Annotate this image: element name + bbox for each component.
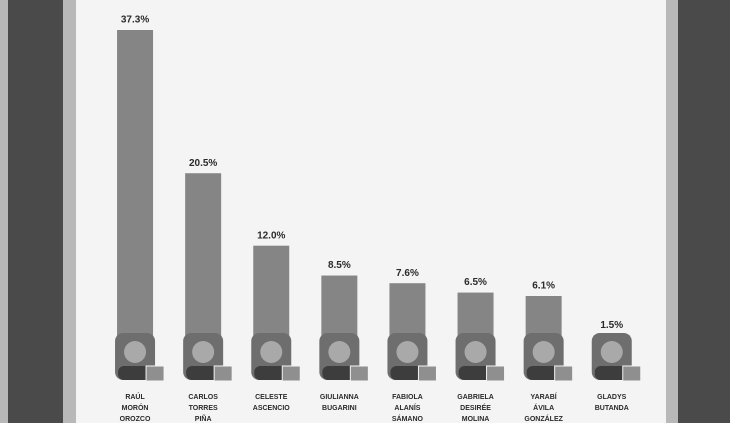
bar xyxy=(253,245,290,348)
candidate-name: SÁMANO xyxy=(392,414,424,423)
candidate-name: MOLINA xyxy=(462,416,490,423)
candidate-name: FABIOLA xyxy=(392,394,423,401)
photo-face xyxy=(260,341,283,363)
candidate-name: ASCENCIO xyxy=(253,405,291,412)
party-badge xyxy=(349,365,369,382)
candidate-name: ÁVILA xyxy=(533,403,554,412)
candidate-name: GLADYS xyxy=(597,394,627,401)
value-label: 8.5% xyxy=(328,260,351,271)
value-label: 12.0% xyxy=(257,230,285,241)
photo-face xyxy=(192,341,215,363)
candidate-name: YARABÍ xyxy=(531,392,558,401)
value-label: 20.5% xyxy=(189,158,217,169)
bar xyxy=(185,173,222,348)
photo-shoulders xyxy=(118,366,153,380)
candidate-name: ALANÍS xyxy=(394,403,420,412)
value-label: 37.3% xyxy=(121,15,149,26)
photo-shoulders xyxy=(526,366,561,380)
photo-shoulders xyxy=(322,366,357,380)
candidate-name: GABRIELA xyxy=(457,394,494,401)
party-badge xyxy=(622,365,642,382)
candidate-name: RAÚL xyxy=(125,392,145,401)
side-panel xyxy=(8,0,63,423)
photo-shoulders xyxy=(458,366,493,380)
candidate-name: PIÑA xyxy=(195,414,212,423)
party-badge xyxy=(281,365,301,382)
value-label: 6.1% xyxy=(532,281,555,292)
photo-face xyxy=(396,341,419,363)
value-label: 7.6% xyxy=(396,268,419,279)
value-label: 1.5% xyxy=(600,320,623,331)
candidate-name: BUGARINI xyxy=(322,405,357,412)
photo-shoulders xyxy=(254,366,289,380)
photo-shoulders xyxy=(390,366,425,380)
party-badge xyxy=(417,365,437,382)
candidate-name: TORRES xyxy=(189,405,218,412)
photo-shoulders xyxy=(594,366,629,380)
candidate-name: GONZÁLEZ xyxy=(524,414,563,423)
party-badge xyxy=(554,365,574,382)
candidate-name: GIULIANNA xyxy=(320,394,359,401)
photo-face xyxy=(124,341,147,363)
candidate-name: MORÓN xyxy=(122,403,149,412)
candidate-name: CARLOS xyxy=(188,394,218,401)
candidate-name: OROZCO xyxy=(120,416,151,423)
photo-face xyxy=(532,341,555,363)
photo-face xyxy=(328,341,351,363)
candidate-name: CELESTE xyxy=(255,394,288,401)
photo-face xyxy=(600,341,623,363)
candidate-name: BUTANDA xyxy=(595,405,629,412)
party-badge xyxy=(145,365,165,382)
candidate-name: DESIRÉE xyxy=(460,403,491,412)
photo-face xyxy=(464,341,487,363)
party-badge xyxy=(213,365,233,382)
chart-panel xyxy=(76,0,666,423)
value-label: 6.5% xyxy=(464,277,487,288)
party-badge xyxy=(486,365,506,382)
photo-shoulders xyxy=(186,366,221,380)
bar xyxy=(117,30,154,348)
side-panel xyxy=(678,0,730,423)
